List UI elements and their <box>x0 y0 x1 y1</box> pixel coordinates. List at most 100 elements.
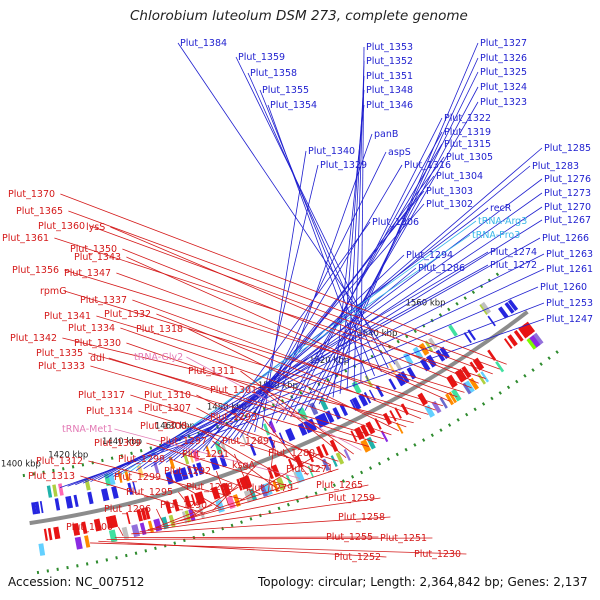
forward-gene <box>339 403 349 417</box>
reverse-gene-cog <box>321 458 331 472</box>
reverse-gene-label: Plut_1279 <box>246 483 293 494</box>
forward-gene-label: Plut_1285 <box>544 143 591 154</box>
reverse-gene-cog <box>480 371 490 383</box>
forward-gene-label: Plut_1260 <box>540 282 587 293</box>
forward-gene-label: tRNA-Pro3 <box>472 230 520 241</box>
reverse-gene-cog <box>528 335 541 349</box>
reverse-gene <box>144 507 151 520</box>
reverse-leader <box>216 470 230 506</box>
forward-gene <box>419 358 431 372</box>
tick-label: 1460 kbp <box>155 421 195 431</box>
reverse-leader <box>64 290 444 407</box>
reverse-gene <box>190 494 197 507</box>
reverse-leader <box>120 327 407 428</box>
tick-label: 1560 kbp <box>405 298 445 308</box>
forward-gene <box>175 468 183 482</box>
reverse-gene-cog <box>139 522 147 536</box>
reverse-gene-cog <box>439 397 448 409</box>
reverse-gene-cog <box>330 455 338 468</box>
forward-gene-label: Plut_1302 <box>426 199 473 210</box>
forward-gene-label: Plut_1359 <box>238 52 285 63</box>
reverse-gene-cog <box>477 373 487 385</box>
reverse-gene-label: Plut_1312 <box>36 456 83 467</box>
forward-gene-label: Plut_1253 <box>546 298 593 309</box>
forward-leader <box>268 133 373 427</box>
reverse-leader <box>212 440 277 489</box>
forward-gene-label: Plut_1276 <box>544 174 591 185</box>
reverse-gene <box>172 499 180 512</box>
reverse-gene <box>93 518 102 532</box>
reverse-gene-cog <box>131 524 141 538</box>
forward-gene-label: Plut_1263 <box>546 249 593 260</box>
reverse-gene-label: Plut_1309 <box>94 438 141 449</box>
reverse-gene-label: Plut_1296 <box>104 504 151 515</box>
forward-gene <box>34 501 41 514</box>
reverse-gene-label: Plut_1360 <box>38 221 85 232</box>
reverse-gene-label: Plut_1370 <box>8 189 55 200</box>
reverse-leader <box>192 425 293 482</box>
forward-gene-cog <box>412 346 424 360</box>
reverse-gene <box>126 512 131 525</box>
reverse-leader <box>170 458 261 495</box>
reverse-gene-label: Plut_1356 <box>12 265 59 276</box>
forward-gene-cog <box>84 477 91 491</box>
reverse-gene-cog <box>360 440 368 453</box>
tick-label: 1520 kbp <box>309 356 349 366</box>
reverse-leader <box>146 442 285 486</box>
reverse-leader <box>186 356 362 451</box>
forward-gene-label: Plut_1283 <box>532 161 579 172</box>
forward-gene-cog <box>319 397 329 411</box>
reverse-gene-cog <box>161 516 169 530</box>
forward-gene <box>314 415 325 429</box>
forward-gene-label: Plut_1316 <box>404 160 451 171</box>
reverse-gene-cog <box>38 543 46 556</box>
reverse-gene-cog <box>147 520 154 533</box>
reverse-gene <box>316 445 325 459</box>
reverse-leader <box>118 526 124 536</box>
reverse-gene-label: Plut_1288 <box>186 482 233 493</box>
reverse-leader <box>139 497 381 533</box>
forward-gene-cog <box>52 484 58 497</box>
forward-gene-label: Plut_1306 <box>372 217 419 228</box>
reverse-leader <box>166 476 221 509</box>
forward-gene <box>487 315 496 327</box>
forward-leader <box>275 143 443 424</box>
reverse-gene-cog <box>380 430 389 443</box>
forward-gene-cog <box>309 402 319 416</box>
forward-gene <box>73 494 79 508</box>
forward-gene <box>111 486 119 499</box>
forward-gene-cog <box>58 483 64 496</box>
reverse-leader <box>90 542 467 555</box>
forward-gene-label: Plut_1261 <box>546 264 593 275</box>
forward-gene <box>498 306 509 319</box>
reverse-gene-label: Plut_1251 <box>380 533 427 544</box>
forward-gene-label: Plut_1358 <box>250 68 297 79</box>
forward-gene <box>388 378 397 391</box>
reverse-gene-cog <box>84 535 91 548</box>
forward-gene <box>249 443 257 456</box>
forward-gene-label: Plut_1294 <box>406 250 453 261</box>
forward-gene-label: panB <box>374 129 398 140</box>
forward-gene <box>463 332 472 344</box>
forward-leader <box>235 56 389 369</box>
forward-gene <box>278 432 285 445</box>
reverse-gene <box>329 439 339 452</box>
forward-gene-cog <box>479 304 488 315</box>
forward-leader <box>225 175 435 444</box>
forward-gene <box>65 495 74 509</box>
forward-gene <box>406 367 417 380</box>
reverse-gene-label: Plut_1258 <box>338 512 385 523</box>
forward-gene-cog <box>219 439 227 453</box>
forward-leader <box>67 302 545 487</box>
reverse-gene <box>81 521 88 535</box>
forward-gene <box>507 299 519 312</box>
reverse-gene <box>43 528 48 541</box>
forward-gene <box>210 456 220 471</box>
reverse-leader <box>155 504 213 528</box>
forward-gene-label: Plut_1304 <box>436 171 483 182</box>
forward-gene-label: tRNA-Arg3 <box>478 216 527 227</box>
reverse-gene-cog <box>445 393 455 406</box>
reverse-gene-label: Plut_1292 <box>164 466 211 477</box>
reverse-gene <box>374 418 382 430</box>
reverse-gene <box>236 478 243 491</box>
